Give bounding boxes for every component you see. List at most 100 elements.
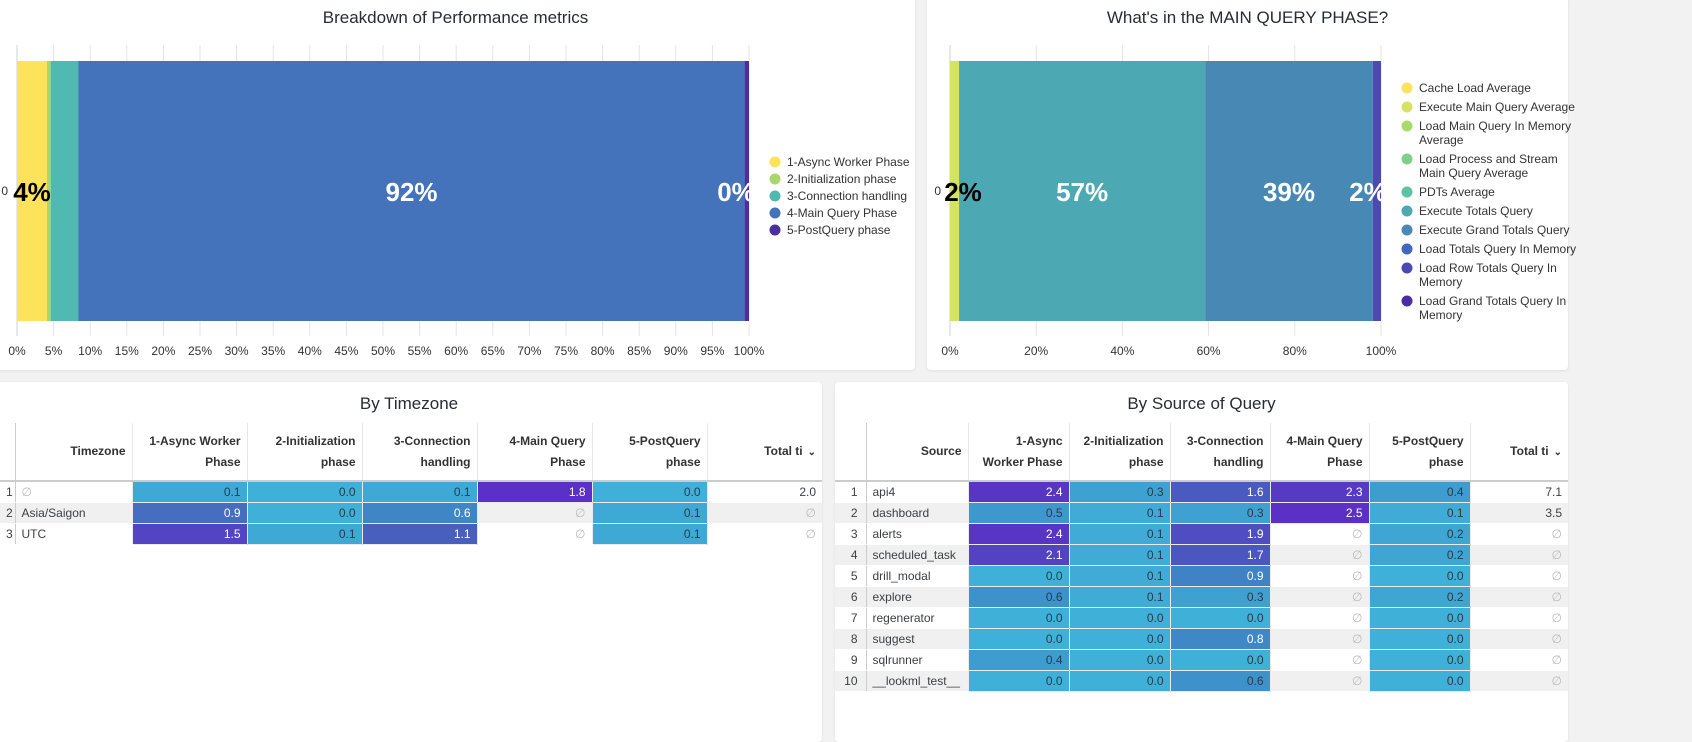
row-label: Asia/Saigon [15, 502, 132, 524]
source-table: Source 1-Async Worker Phase 2-Initializati… [835, 423, 1568, 692]
null-cell: ∅ [1270, 607, 1369, 629]
row-number: 8 [835, 628, 867, 650]
table-row[interactable]: 4 scheduled_task 2.1 0.1 1.7 ∅ 0.2 ∅ [835, 543, 1568, 566]
x-tick-label: 70% [517, 344, 541, 358]
table-row[interactable]: 5 drill_modal 0.0 0.1 0.9 ∅ 0.0 ∅ [835, 564, 1568, 587]
table-row[interactable]: 3 alerts 2.4 0.1 1.9 ∅ 0.2 ∅ [835, 522, 1568, 545]
column-header-label: 4-Main Query Phase [509, 433, 586, 469]
bar-segment [744, 61, 749, 321]
column-header[interactable]: 2-Initialization phase [247, 423, 363, 481]
column-header-label: 2-Initialization phase [1083, 433, 1164, 469]
legend-label: Load Main Query In Memory Average [1419, 119, 1571, 147]
table-row[interactable]: 9 sqlrunner 0.4 0.0 0.0 ∅ 0.0 ∅ [835, 648, 1568, 671]
bar-segment [17, 61, 48, 321]
legend-item: 1-Async Worker Phase [769, 155, 910, 169]
column-header[interactable]: Source [866, 423, 969, 481]
null-cell: ∅ [477, 523, 592, 545]
row-label: suggest [866, 628, 968, 650]
legend-label-line: Load Grand Totals Query In [1419, 294, 1566, 308]
x-tick-label: 55% [408, 344, 432, 358]
column-header[interactable]: 5-PostQuery phase [1369, 423, 1471, 481]
chart-title: Breakdown of Performance metrics [322, 8, 589, 27]
x-tick-label: 20% [1024, 344, 1048, 358]
column-header[interactable]: 4-Main Query Phase [1270, 423, 1370, 481]
legend-label-line: Execute Grand Totals Query [1419, 223, 1570, 237]
x-tick-label: 75% [554, 344, 578, 358]
legend-label-line: Load Process and Stream [1419, 152, 1558, 166]
column-header-label: Timezone [70, 444, 126, 458]
value-cell: 2.3 [1269, 480, 1370, 503]
value-cell: 2.1 [967, 543, 1070, 566]
table-row[interactable]: 2 Asia/Saigon 0.9 0.0 0.6 ∅ 0.1 ∅ [0, 501, 822, 524]
value-cell: 0.6 [361, 501, 478, 524]
legend-item: Load Totals Query In Memory [1401, 242, 1576, 256]
table-row[interactable]: 1 ∅ 0.1 0.0 0.1 1.8 0.0 2.0 [0, 480, 822, 503]
timezone-table: Timezone 1-Async Worker Phase 2-Initializa… [0, 423, 822, 545]
x-tick-label: 65% [481, 344, 505, 358]
legend-label: Execute Totals Query [1419, 204, 1533, 218]
x-tick-label: 20% [151, 344, 175, 358]
table-row[interactable]: 2 dashboard 0.5 0.1 0.3 2.5 0.1 3.5 [835, 501, 1568, 524]
legend-swatch-icon [769, 224, 781, 236]
legend-label-line: 2-Initialization phase [787, 172, 897, 186]
legend-label-line: Cache Load Average [1419, 81, 1531, 95]
legend-swatch-icon [769, 207, 781, 219]
table-row[interactable]: 10 __lookml_test__ 0.0 0.0 0.6 ∅ 0.0 ∅ [835, 669, 1568, 692]
column-header[interactable]: 1-Async Worker Phase [968, 423, 1070, 481]
table-row[interactable]: 6 explore 0.6 0.1 0.3 ∅ 0.2 ∅ [835, 585, 1568, 608]
null-cell: ∅ [1270, 670, 1369, 692]
legend-label-line: PDTs Average [1419, 185, 1495, 199]
x-tick-label: 85% [627, 344, 651, 358]
value-cell: 0.2 [1368, 585, 1471, 608]
legend-item: 2-Initialization phase [769, 172, 897, 186]
column-header[interactable]: 2-Initialization phase [1069, 423, 1171, 481]
bar-segment [959, 61, 1206, 321]
column-header-label: 4-Main Query Phase [1286, 433, 1363, 469]
chevron-down-icon[interactable]: ⌄ [807, 446, 816, 458]
legend-swatch-icon [1401, 205, 1413, 217]
column-header[interactable]: Total ti ⌄ [1470, 423, 1568, 481]
column-header[interactable]: 4-Main Query Phase [477, 423, 593, 481]
value-cell: 0.0 [1368, 669, 1471, 692]
bar-segment [1205, 61, 1373, 321]
value-cell: 0.0 [1068, 669, 1171, 692]
table-row[interactable]: 7 regenerator 0.0 0.0 0.0 ∅ 0.0 ∅ [835, 606, 1568, 629]
x-tick-label: 60% [1197, 344, 1221, 358]
legend-swatch-icon [769, 156, 781, 168]
legend-label-line: Main Query Average [1419, 166, 1528, 180]
column-header-label: 2-Initialization phase [275, 433, 356, 469]
legend-item: 3-Connection handling [769, 189, 907, 203]
column-header-label: 1-Async Worker Phase [149, 433, 241, 469]
x-tick-label: 10% [78, 344, 102, 358]
column-header[interactable]: 3-Connection handling [362, 423, 478, 481]
legend-label: 1-Async Worker Phase [787, 155, 910, 169]
row-label: api4 [866, 481, 968, 503]
row-number: 2 [0, 502, 16, 524]
value-cell: 0.0 [246, 501, 363, 524]
column-header[interactable]: 3-Connection handling [1170, 423, 1271, 481]
value-cell: 0.0 [1068, 648, 1171, 671]
value-cell: 1.1 [361, 522, 478, 545]
total-cell: ∅ [1470, 565, 1568, 587]
x-tick-label: 60% [444, 344, 468, 358]
x-tick-label: 100% [1366, 344, 1397, 358]
chevron-down-icon[interactable]: ⌄ [1553, 446, 1562, 458]
column-header[interactable]: 1-Async Worker Phase [132, 423, 248, 481]
column-header[interactable]: Total ti ⌄ [707, 423, 822, 481]
column-header[interactable]: 5-PostQuery phase [592, 423, 708, 481]
row-label: UTC [15, 523, 132, 545]
column-header-label: Source [920, 444, 962, 458]
legend-label: Load Grand Totals Query In Memory [1419, 294, 1566, 322]
column-header-label: 1-Async Worker Phase [982, 433, 1063, 469]
legend-label-line: 1-Async Worker Phase [787, 155, 910, 169]
total-cell: 2.0 [707, 481, 822, 503]
x-tick-label: 0% [8, 344, 26, 358]
column-header[interactable]: Timezone [15, 423, 133, 481]
table-row[interactable]: 1 api4 2.4 0.3 1.6 2.3 0.4 7.1 [835, 480, 1568, 503]
legend-label: PDTs Average [1419, 185, 1495, 199]
row-number: 7 [835, 607, 867, 629]
table-row[interactable]: 8 suggest 0.0 0.0 0.8 ∅ 0.0 ∅ [835, 627, 1568, 650]
value-cell: 1.5 [131, 522, 248, 545]
value-cell: 0.2 [1368, 522, 1471, 545]
table-row[interactable]: 3 UTC 1.5 0.1 1.1 ∅ 0.1 ∅ [0, 522, 822, 545]
